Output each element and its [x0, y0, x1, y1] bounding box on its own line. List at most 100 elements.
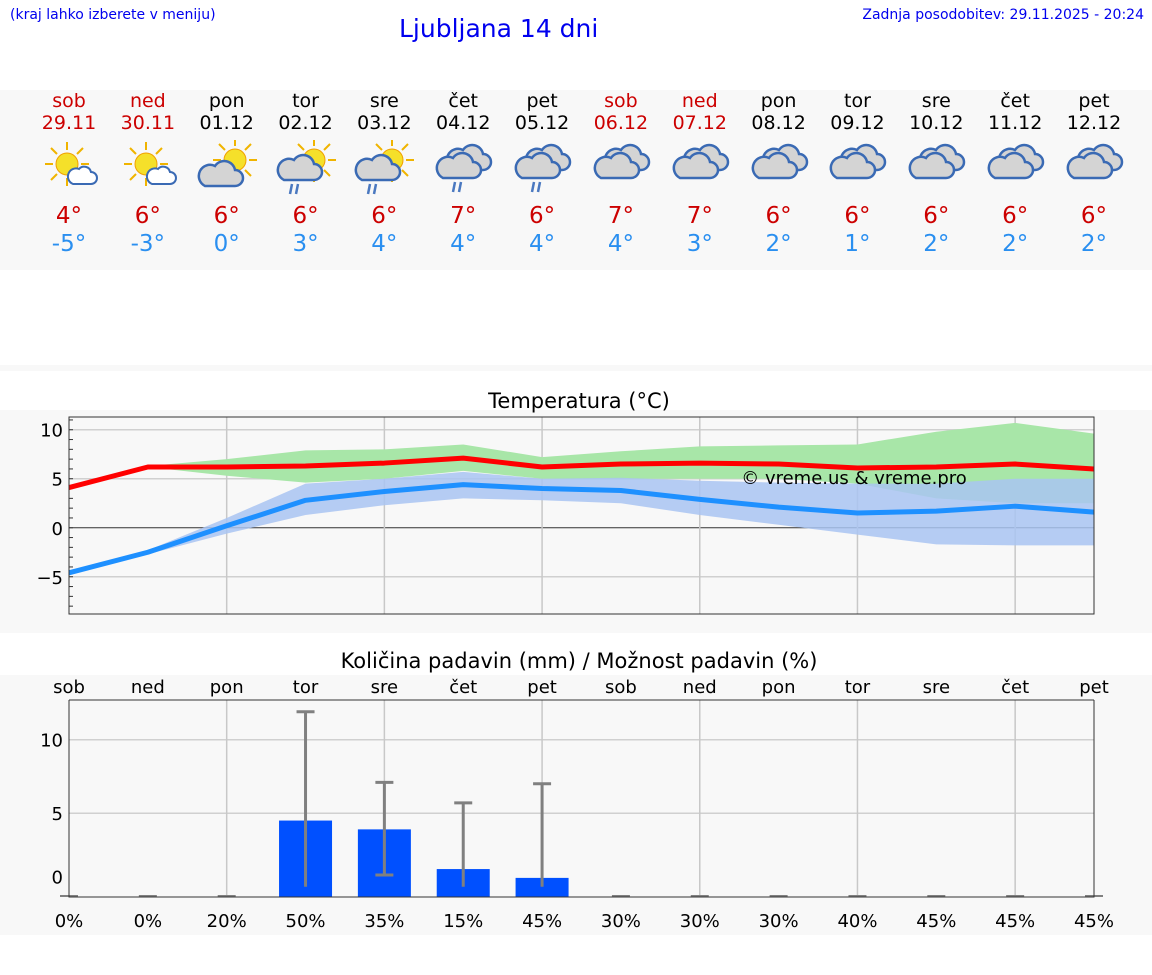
forecast-day: sob 06.12 7° 4°: [582, 90, 660, 258]
min-temp-line: [68, 482, 1095, 576]
forecast-day: sob 29.11 4° -5°: [30, 90, 108, 258]
partly-cloudy-rain-icon: [276, 140, 336, 195]
precip-panel: [0, 675, 1152, 935]
precip-day-label: sob: [53, 677, 85, 698]
max-temp: 6°: [844, 203, 871, 229]
max-temp: 7°: [607, 203, 634, 229]
day-date: 06.12: [593, 112, 649, 134]
day-name: sob: [604, 90, 638, 112]
max-temp: 6°: [528, 203, 556, 229]
day-date: 09.12: [830, 112, 885, 134]
overcast-icon: [751, 143, 808, 180]
min-temp: 4°: [450, 231, 477, 257]
day-date: 12.12: [1066, 112, 1122, 134]
precip-probability: 30%: [759, 911, 799, 932]
forecast-day: čet 04.12 7° 4°: [424, 90, 502, 258]
precip-y-tick: 5: [52, 804, 63, 825]
precip-probability: 45%: [995, 911, 1035, 932]
precip-day-label: tor: [845, 677, 871, 698]
overcast-icon: [1066, 143, 1124, 180]
last-updated: Zadnja posodobitev: 29.11.2025 - 20:24: [862, 7, 1144, 23]
sun-small-cloud-icon: [45, 142, 98, 186]
overcast-icon: [987, 143, 1045, 180]
overcast-icon: [830, 143, 887, 180]
precip-probability: 35%: [364, 911, 404, 932]
max-temp: 6°: [292, 203, 319, 229]
divider: [0, 365, 1152, 371]
min-temp: 1°: [844, 231, 871, 257]
max-temp: 6°: [923, 203, 950, 229]
precip-day-label: ned: [131, 677, 165, 698]
day-name: sre: [369, 90, 399, 112]
partly-cloudy-rain-icon: [355, 140, 415, 195]
precip-plot-frame: [68, 700, 1095, 898]
temp-y-tick: 5: [52, 470, 63, 491]
precip-probability: 0%: [134, 911, 163, 932]
min-temp: 0°: [213, 231, 240, 257]
min-temp: -5°: [51, 231, 87, 257]
min-temp: 4°: [607, 231, 634, 257]
day-date: 03.12: [357, 112, 412, 134]
forecast-day: pon 08.12 6° 2°: [740, 90, 818, 258]
day-date: 10.12: [909, 112, 964, 134]
day-name: ned: [129, 90, 166, 112]
forecast-strip: [0, 90, 1152, 270]
precip-probability: 45%: [916, 911, 956, 932]
max-temp: 6°: [213, 203, 240, 229]
day-date: 04.12: [436, 112, 491, 134]
min-temp: 2°: [923, 231, 950, 257]
precip-probability: 45%: [522, 911, 562, 932]
max-temp: 6°: [1002, 203, 1029, 229]
forecast-day: ned 07.12 7° 3°: [661, 90, 739, 258]
precip-probability: 45%: [1074, 911, 1114, 932]
precip-probability: 20%: [207, 911, 247, 932]
precip-probability: 30%: [601, 911, 641, 932]
forecast-day: sre 10.12 6° 2°: [897, 90, 975, 258]
sun-small-cloud-icon: [123, 142, 177, 186]
day-name: tor: [292, 90, 319, 112]
min-temp: 3°: [292, 231, 319, 257]
min-temp: 3°: [686, 231, 713, 257]
temp-y-tick: −5: [36, 568, 63, 589]
precip-y-tick: 0: [52, 868, 63, 889]
day-name: sre: [921, 90, 951, 112]
precip-day-label: pon: [762, 677, 796, 698]
precip-probability: 50%: [286, 911, 326, 932]
forecast-day: sre 03.12 6° 4°: [345, 90, 423, 258]
overcast-icon: [672, 143, 729, 180]
precip-probability: 0%: [55, 911, 84, 932]
day-name: čet: [1000, 90, 1030, 112]
page-title: Ljubljana 14 dni: [399, 14, 599, 43]
min-temp: 2°: [1002, 231, 1029, 257]
precip-day-label: sre: [371, 677, 398, 698]
temp-plot-frame: [68, 416, 1095, 615]
day-date: 30.11: [120, 112, 176, 134]
precip-day-label: tor: [293, 677, 319, 698]
overcast-icon: [593, 143, 651, 180]
cloudy-rain-icon: [514, 143, 572, 193]
max-temp: 6°: [134, 203, 161, 229]
day-name: tor: [844, 90, 871, 112]
watermark: © vreme.us & vreme.pro: [741, 468, 967, 489]
day-date: 08.12: [751, 112, 806, 134]
min-temp: 4°: [371, 231, 398, 257]
min-temp: -3°: [130, 231, 166, 257]
precip-day-label: sre: [923, 677, 950, 698]
day-date: 07.12: [672, 112, 727, 134]
min-temp: 2°: [1080, 231, 1108, 257]
precip-day-label: pet: [527, 677, 557, 698]
day-name: pon: [208, 90, 245, 112]
day-date: 11.12: [987, 112, 1043, 134]
min-temp: 4°: [528, 231, 556, 257]
max-temp: 7°: [450, 203, 477, 229]
temp-y-tick: 10: [40, 421, 63, 442]
forecast-day: čet 11.12 6° 2°: [976, 90, 1054, 258]
precip-day-label: sob: [605, 677, 637, 698]
day-name: sob: [52, 90, 86, 112]
day-name: pet: [1078, 90, 1110, 112]
forecast-day: pet 05.12 6° 4°: [503, 90, 581, 258]
max-temp: 6°: [371, 203, 398, 229]
forecast-day: tor 09.12 6° 1°: [818, 90, 896, 258]
city-menu-hint[interactable]: (kraj lahko izberete v meniju): [10, 7, 216, 23]
precip-probability: 40%: [837, 911, 877, 932]
